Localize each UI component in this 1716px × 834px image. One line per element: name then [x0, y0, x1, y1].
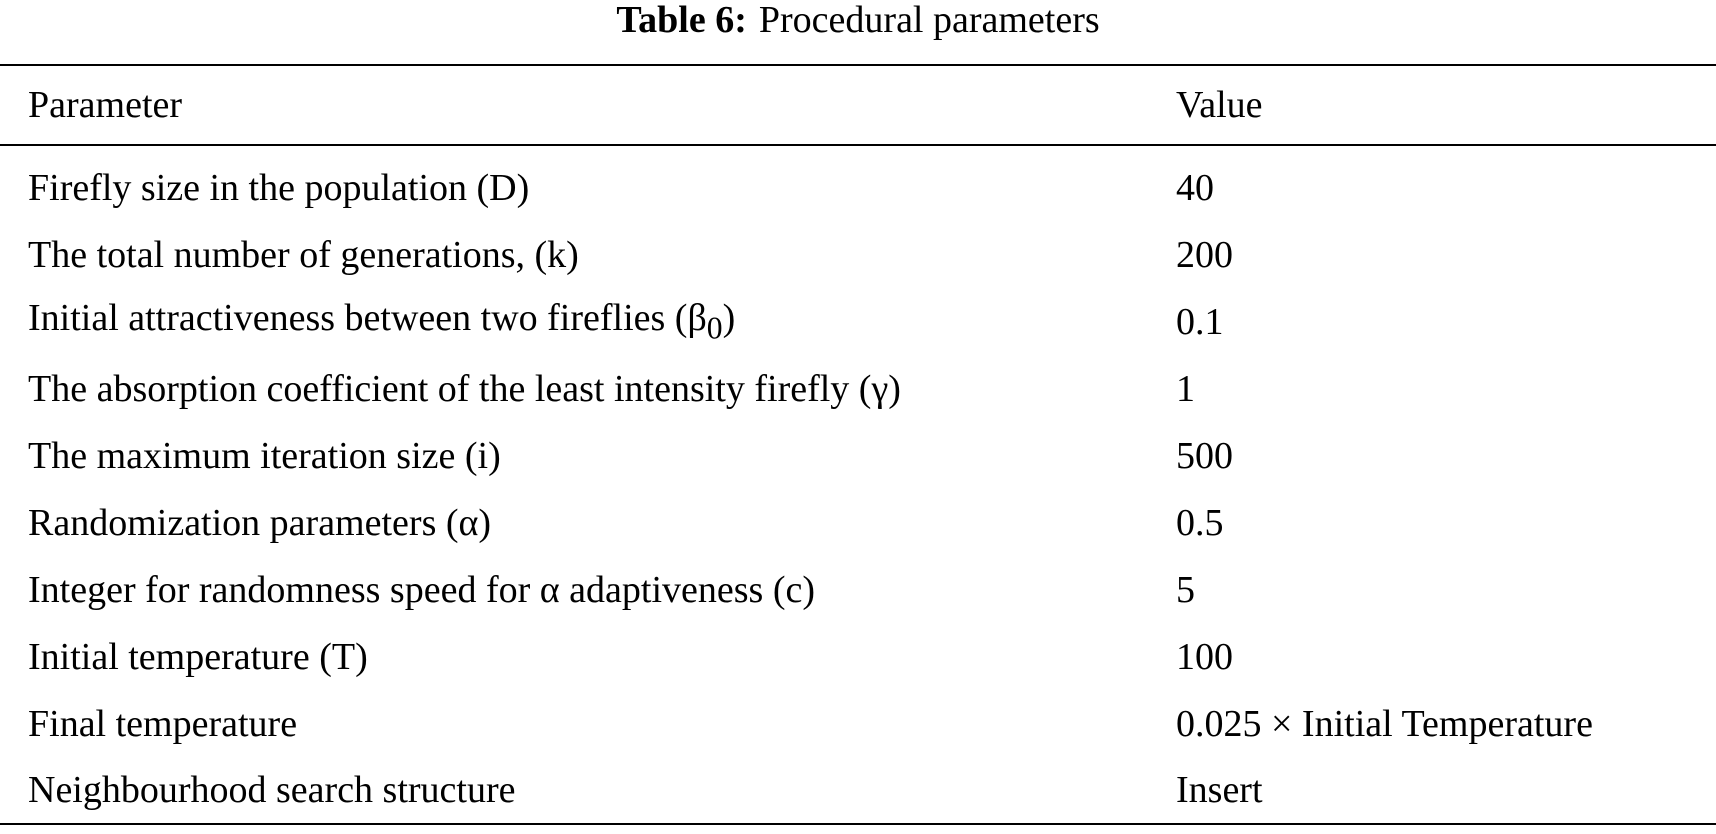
parameters-table: Parameter Value Firefly size in the popu… — [0, 64, 1716, 825]
cell-parameter: Randomization parameters (α) — [28, 501, 492, 544]
table-row: The maximum iteration size (i) 500 — [0, 422, 1716, 489]
cell-parameter: The maximum iteration size (i) — [28, 434, 501, 477]
cell-parameter: Initial temperature (T) — [28, 635, 368, 678]
cell-value: 5 — [1176, 568, 1195, 611]
cell-value: 40 — [1176, 167, 1214, 209]
table-row: Initial attractiveness between two firef… — [0, 288, 1716, 355]
cell-value: 0.025 × Initial Temperature — [1176, 702, 1593, 745]
table-row: Neighbourhood search structure Insert — [0, 757, 1716, 824]
cell-value: Insert — [1176, 769, 1263, 811]
cell-parameter: Firefly size in the population (D) — [28, 167, 530, 209]
table-row: Final temperature 0.025 × Initial Temper… — [0, 690, 1716, 757]
cell-value: 200 — [1176, 233, 1233, 276]
cell-parameter-suffix: ) — [722, 297, 736, 340]
cell-value: 1 — [1176, 367, 1195, 410]
cell-value: 0.5 — [1176, 501, 1224, 544]
table-caption-title: Procedural parameters — [758, 0, 1100, 41]
cell-value: 500 — [1176, 434, 1233, 477]
table-row: The total number of generations, (k) 200 — [0, 221, 1716, 288]
table-row: The absorption coefficient of the least … — [0, 355, 1716, 422]
table-row: Initial temperature (T) 100 — [0, 623, 1716, 690]
table-caption: Table 6: Procedural parameters — [0, 0, 1716, 40]
cell-parameter: Integer for randomness speed for α adapt… — [28, 568, 815, 611]
cell-parameter: Initial attractiveness between two firef… — [0, 288, 1176, 355]
table-row: Randomization parameters (α) 0.5 — [0, 489, 1716, 556]
table-caption-label: Table 6: — [616, 0, 747, 41]
table-row: Integer for randomness speed for α adapt… — [0, 556, 1716, 623]
cell-parameter-text: Initial attractiveness between two firef… — [28, 297, 707, 340]
cell-parameter: Final temperature — [28, 702, 298, 745]
table-row: Firefly size in the population (D) 40 — [0, 145, 1716, 221]
cell-parameter-subscript: 0 — [706, 310, 723, 346]
cell-parameter: The total number of generations, (k) — [28, 233, 579, 276]
cell-parameter: Neighbourhood search structure — [28, 769, 516, 811]
cell-value: 0.1 — [1176, 300, 1224, 343]
header-value: Value — [1176, 65, 1716, 146]
cell-parameter: The absorption coefficient of the least … — [28, 367, 901, 410]
table-header-row: Parameter Value — [0, 65, 1716, 146]
header-parameter: Parameter — [0, 65, 1176, 146]
cell-value: 100 — [1176, 635, 1233, 678]
